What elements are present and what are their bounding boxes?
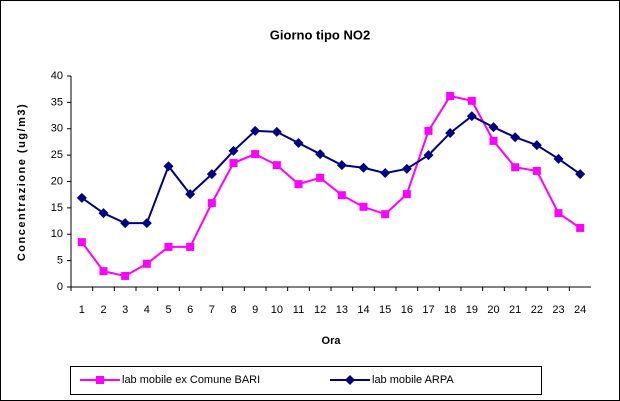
data-point [315, 149, 326, 160]
data-point [511, 163, 520, 172]
y-axis-label: Concentrazione (ug/m3) [16, 103, 28, 261]
series-line [81, 114, 581, 225]
x-tick-label: 6 [187, 304, 193, 316]
y-tick-label: 5 [57, 255, 63, 267]
data-point [467, 96, 476, 105]
legend-label: lab mobile ARPA [372, 374, 454, 386]
x-axis-label: Ora [322, 335, 342, 347]
x-tick-label: 15 [379, 304, 391, 316]
y-tick-label: 35 [51, 96, 63, 108]
data-point [423, 150, 434, 161]
data-point [489, 136, 498, 145]
x-tick-label: 22 [531, 304, 543, 316]
data-point [229, 159, 238, 168]
data-point [316, 173, 325, 182]
x-tick-label: 13 [336, 304, 348, 316]
chart-title: Giorno tipo NO2 [270, 27, 370, 42]
data-point [185, 189, 196, 200]
data-point [380, 168, 391, 179]
data-point [337, 191, 346, 200]
x-tick-label: 2 [100, 304, 106, 316]
x-tick-label: 24 [574, 304, 586, 316]
y-tick-label: 10 [51, 228, 63, 240]
data-point [446, 92, 455, 101]
data-point [424, 126, 433, 135]
data-point [359, 202, 368, 211]
data-point [99, 267, 108, 276]
data-point [206, 169, 217, 180]
x-tick-label: 12 [314, 304, 326, 316]
x-tick-label: 7 [209, 304, 215, 316]
data-point [576, 223, 585, 232]
y-tick-label: 30 [51, 123, 63, 135]
data-point [293, 137, 304, 148]
data-point [251, 150, 260, 159]
x-tick-label: 17 [422, 304, 434, 316]
y-tick-label: 15 [51, 202, 63, 214]
data-point [554, 209, 563, 218]
data-point [532, 166, 541, 175]
x-tick-label: 14 [357, 304, 369, 316]
data-point [488, 122, 499, 133]
data-point [294, 180, 303, 189]
x-tick-label: 23 [552, 304, 564, 316]
legend-marker [96, 376, 104, 384]
data-point [164, 242, 173, 251]
y-tick-label: 20 [51, 175, 63, 187]
data-point [120, 218, 131, 229]
data-point [186, 242, 195, 251]
data-point [445, 127, 456, 138]
x-tick-label: 1 [79, 304, 85, 316]
legend-label: lab mobile ex Comune BARI [122, 374, 260, 386]
x-tick-label: 3 [122, 304, 128, 316]
y-tick-label: 40 [51, 70, 63, 82]
data-point [553, 153, 564, 164]
x-tick-label: 8 [230, 304, 236, 316]
data-point [98, 208, 109, 219]
x-tick-label: 10 [271, 304, 283, 316]
legend-marker [345, 375, 355, 385]
x-tick-label: 11 [293, 304, 304, 316]
data-point [402, 190, 411, 199]
x-tick-label: 4 [144, 304, 150, 316]
data-point [466, 111, 477, 122]
legend [70, 366, 542, 395]
data-point [121, 271, 130, 280]
data-point [510, 132, 521, 143]
x-tick-label: 16 [401, 304, 413, 316]
x-tick-label: 21 [509, 304, 521, 316]
x-tick-label: 18 [444, 304, 456, 316]
x-tick-label: 19 [466, 304, 478, 316]
x-tick-label: 5 [165, 304, 171, 316]
data-point [77, 238, 86, 247]
data-point [163, 161, 174, 172]
x-tick-label: 20 [487, 304, 499, 316]
data-point [531, 140, 542, 151]
data-point [142, 259, 151, 268]
data-point [401, 163, 412, 174]
data-point [271, 126, 282, 137]
data-point [336, 160, 347, 171]
data-point [250, 125, 261, 136]
data-point [358, 162, 369, 173]
data-point [207, 199, 216, 208]
x-tick-label: 9 [252, 304, 258, 316]
data-point [272, 161, 281, 170]
data-point [76, 192, 87, 203]
data-point [228, 145, 239, 156]
y-tick-label: 0 [57, 281, 63, 293]
data-point [381, 210, 390, 219]
data-point [575, 169, 586, 180]
y-tick-label: 25 [51, 149, 63, 161]
data-point [141, 218, 152, 229]
